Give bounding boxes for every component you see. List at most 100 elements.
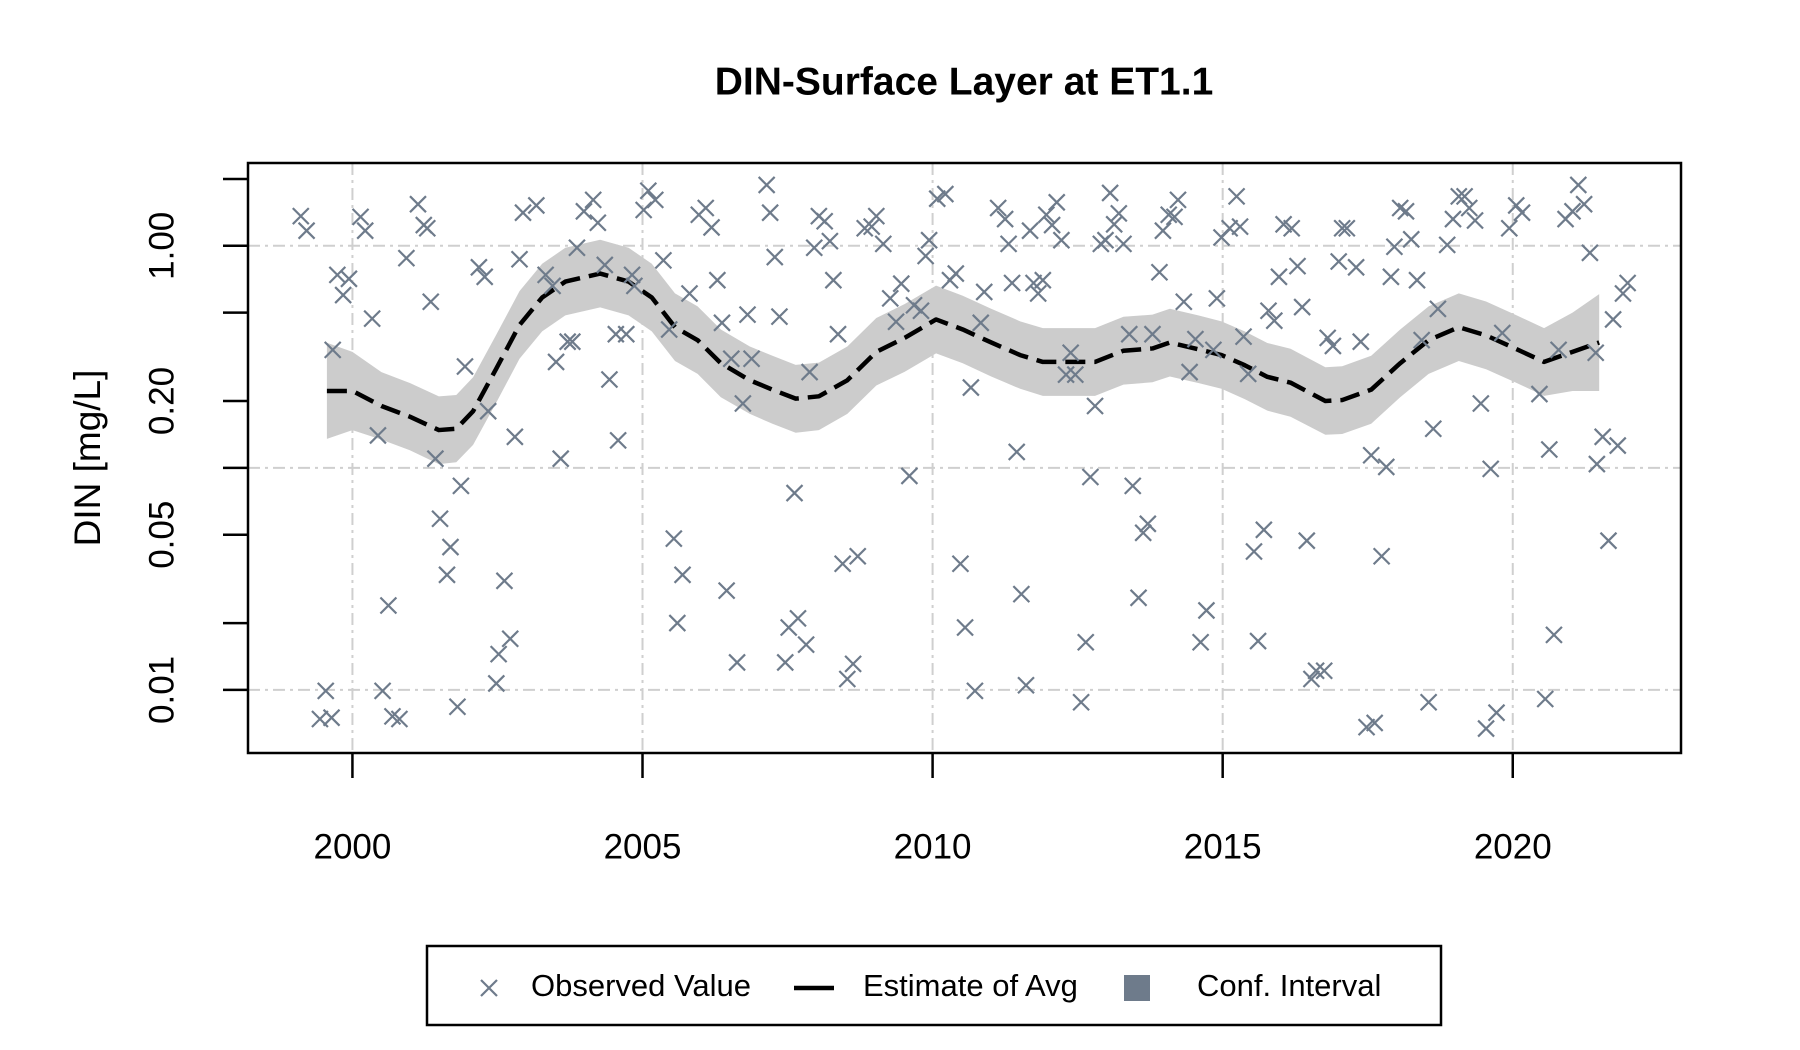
observed-point [1175, 292, 1193, 311]
observed-point [600, 370, 619, 389]
observed-point [1255, 521, 1273, 539]
observed-point [1021, 221, 1039, 240]
observed-point [1614, 284, 1632, 303]
observed-point [363, 309, 381, 328]
observed-point [821, 232, 839, 250]
observed-point [1169, 191, 1187, 209]
observed-point [1186, 330, 1205, 348]
observed-point [489, 645, 508, 663]
observed-point [1372, 547, 1391, 566]
y-tick-label: 0.05 [142, 501, 181, 569]
observed-point [844, 655, 862, 673]
observed-point [900, 467, 919, 485]
x-tick-label: 2000 [313, 827, 391, 866]
observed-point [668, 614, 687, 632]
observed-point [536, 266, 555, 284]
plot-frame [246, 161, 1683, 755]
observed-point [916, 247, 935, 265]
legend-marker [1124, 975, 1150, 1001]
observed-point [1086, 397, 1104, 415]
observed-point [316, 682, 335, 700]
y-axis-label: DIN [mg/L] [67, 370, 108, 547]
observed-point [1307, 661, 1325, 680]
observed-point [448, 697, 467, 716]
observed-point [1333, 219, 1351, 238]
observed-point [696, 199, 715, 217]
observed-point [617, 325, 636, 343]
observed-point [584, 191, 602, 209]
observed-point [1599, 531, 1618, 550]
x-tick-label: 2020 [1474, 827, 1552, 866]
observed-point [1549, 341, 1568, 359]
x-tick-label: 2005 [604, 827, 682, 866]
observed-point [797, 635, 815, 654]
observed-point [441, 538, 460, 556]
observed-point [1288, 257, 1307, 275]
observed-point [1204, 341, 1223, 359]
observed-point [351, 208, 370, 226]
observed-point [1608, 436, 1627, 455]
observed-point [495, 572, 514, 590]
observed-point [848, 547, 867, 566]
observed-point [1618, 274, 1637, 292]
observed-point [1460, 199, 1479, 217]
observed-point [543, 277, 562, 295]
x-tick-label: 2010 [894, 827, 972, 866]
observed-point [1347, 258, 1365, 277]
observed-point [547, 353, 565, 371]
observed-point [1472, 394, 1490, 413]
legend-label: Conf. Interval [1197, 968, 1381, 1003]
legend-label: Observed Value [531, 968, 751, 1003]
observed-point [568, 238, 586, 257]
observed-point [1282, 219, 1301, 238]
observed-point [1530, 385, 1549, 403]
observed-point [833, 554, 852, 573]
observed-point [1545, 626, 1563, 644]
observed-point [646, 191, 665, 209]
grid [248, 163, 1681, 753]
observed-point [1123, 477, 1142, 495]
observed-point [1593, 428, 1612, 446]
plot-area [292, 176, 1637, 738]
observed-point [1259, 301, 1278, 320]
observed-point [928, 189, 947, 208]
observed-point [323, 341, 342, 359]
observed-point [1165, 208, 1184, 226]
observed-point [1540, 440, 1559, 459]
estimate-line [326, 271, 1600, 433]
observed-point [717, 581, 736, 600]
observed-point [1043, 216, 1061, 234]
observed-point [665, 529, 683, 548]
observed-point [1385, 238, 1404, 256]
observed-point [829, 325, 847, 343]
observed-point [1329, 252, 1348, 271]
observed-point [1438, 236, 1456, 254]
observed-point [1239, 365, 1257, 383]
observed-point [452, 477, 470, 495]
observed-point [456, 357, 474, 376]
observed-point [1134, 524, 1152, 542]
observed-point [920, 231, 938, 249]
observed-point [1575, 195, 1593, 213]
legend-marker [480, 979, 498, 997]
observed-point [1536, 690, 1555, 708]
observed-point [1270, 268, 1288, 286]
observed-point [438, 566, 456, 584]
observed-point [1105, 215, 1123, 234]
observed-point [589, 213, 607, 232]
observed-point [1066, 365, 1085, 384]
observed-point [390, 710, 409, 728]
observed-point [1402, 230, 1420, 249]
observed-point [292, 207, 310, 225]
y-tick-label: 0.01 [142, 656, 181, 724]
observed-point [1293, 298, 1311, 316]
observed-point [475, 268, 494, 286]
observed-point [966, 682, 984, 700]
observed-point [1101, 184, 1119, 202]
observed-point [1034, 271, 1052, 289]
observed-point [1197, 601, 1216, 620]
observed-point [373, 682, 392, 700]
observed-point [1419, 693, 1438, 712]
observed-point [1493, 324, 1512, 342]
